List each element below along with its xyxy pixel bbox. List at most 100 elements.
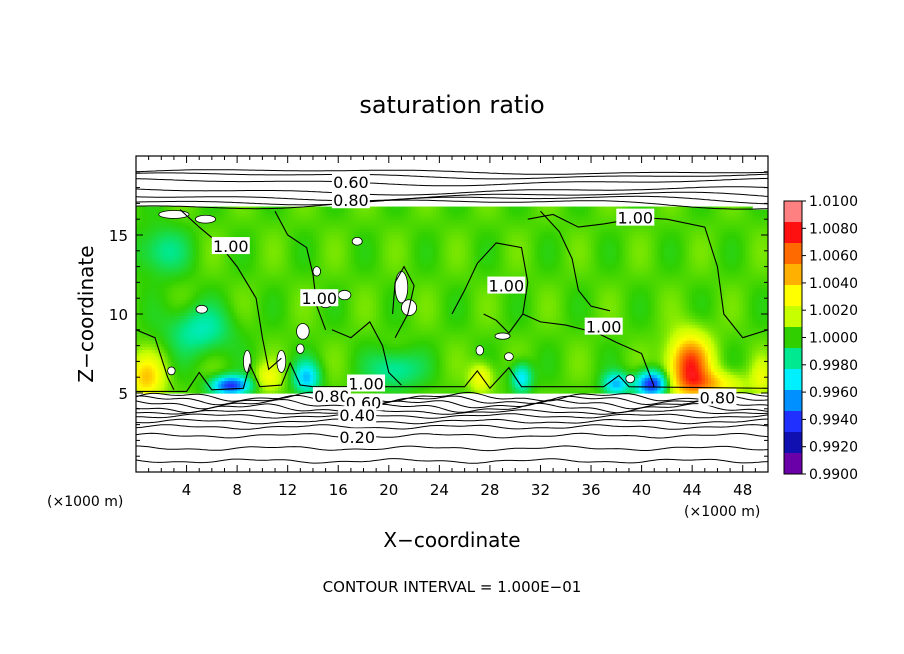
field-cell — [145, 293, 150, 298]
field-cell — [278, 243, 282, 248]
field-cell — [170, 265, 175, 270]
field-cell — [243, 225, 248, 229]
field-cell — [366, 265, 371, 270]
field-cell — [164, 281, 169, 285]
field-cell — [354, 253, 358, 257]
field-cell — [256, 246, 260, 251]
field-cell — [294, 212, 298, 217]
field-cell — [281, 290, 286, 295]
field-cell — [205, 246, 210, 251]
field-cell — [142, 278, 147, 282]
field-cell — [230, 327, 235, 332]
field-cell — [233, 215, 238, 220]
field-cell — [306, 349, 311, 354]
field-cell — [294, 265, 298, 270]
field-cell — [275, 296, 279, 301]
field-cell — [154, 368, 159, 372]
field-cell — [284, 318, 289, 323]
field-cell — [338, 222, 342, 226]
field-cell — [360, 250, 365, 254]
field-cell — [388, 315, 393, 320]
field-cell — [395, 361, 399, 366]
field-cell — [290, 352, 295, 357]
field-cell — [186, 287, 191, 292]
field-cell — [325, 206, 330, 211]
field-cell — [256, 389, 260, 394]
field-cell — [196, 333, 200, 338]
field-cell — [196, 346, 200, 351]
field-cell — [224, 365, 229, 369]
field-cell — [344, 361, 349, 366]
field-cell — [281, 262, 286, 267]
field-cell — [256, 237, 260, 242]
field-cell — [205, 253, 210, 257]
field-cell — [275, 281, 279, 285]
field-cell — [294, 383, 298, 388]
field-cell — [271, 256, 276, 260]
field-cell — [385, 377, 390, 382]
field-cell — [211, 284, 216, 288]
field-cell — [177, 274, 181, 279]
field-cell — [233, 327, 238, 332]
field-cell — [151, 330, 156, 335]
field-cell — [249, 324, 254, 329]
field-cell — [385, 352, 390, 357]
field-cell — [316, 361, 320, 366]
field-cell — [275, 346, 279, 351]
field-cell — [237, 327, 241, 332]
field-cell — [391, 246, 396, 251]
field-cell — [173, 368, 178, 372]
field-cell — [360, 243, 365, 248]
field-cell — [350, 346, 355, 351]
field-cell — [312, 343, 317, 347]
field-cell — [265, 327, 270, 332]
field-cell — [357, 225, 361, 229]
field-cell — [344, 215, 349, 220]
field-cell — [385, 371, 390, 375]
field-cell — [395, 256, 399, 260]
field-cell — [309, 274, 314, 279]
field-cell — [379, 389, 384, 394]
field-cell — [309, 246, 314, 251]
field-cell — [281, 274, 286, 279]
field-cell — [354, 333, 358, 338]
field-cell — [202, 368, 207, 372]
field-cell — [357, 265, 361, 270]
field-cell — [395, 237, 399, 242]
field-cell — [379, 231, 384, 236]
field-cell — [278, 262, 282, 267]
field-cell — [218, 215, 222, 220]
field-cell — [328, 284, 333, 288]
field-cell — [256, 340, 260, 344]
field-cell — [177, 222, 181, 226]
field-cell — [224, 337, 229, 341]
field-cell — [158, 274, 162, 279]
field-cell — [398, 383, 403, 388]
field-cell — [328, 237, 333, 242]
field-cell — [205, 212, 210, 217]
field-cell — [306, 228, 311, 233]
field-cell — [208, 228, 213, 233]
field-cell — [271, 386, 276, 391]
field-cell — [357, 287, 361, 292]
field-cell — [196, 386, 200, 391]
field-cell — [183, 225, 188, 229]
field-cell — [275, 352, 279, 357]
field-cell — [265, 343, 270, 347]
field-cell — [262, 361, 267, 366]
field-cell — [385, 380, 390, 385]
field-cell — [290, 212, 295, 217]
field-cell — [148, 296, 153, 301]
field-cell — [224, 268, 229, 273]
field-cell — [379, 305, 384, 310]
field-cell — [284, 349, 289, 354]
field-cell — [382, 246, 387, 251]
field-cell — [331, 206, 336, 211]
field-cell — [388, 318, 393, 323]
field-cell — [139, 290, 143, 295]
field-cell — [192, 386, 197, 391]
field-cell — [262, 321, 267, 326]
field-cell — [237, 296, 241, 301]
field-cell — [145, 377, 150, 382]
field-cell — [275, 380, 279, 385]
